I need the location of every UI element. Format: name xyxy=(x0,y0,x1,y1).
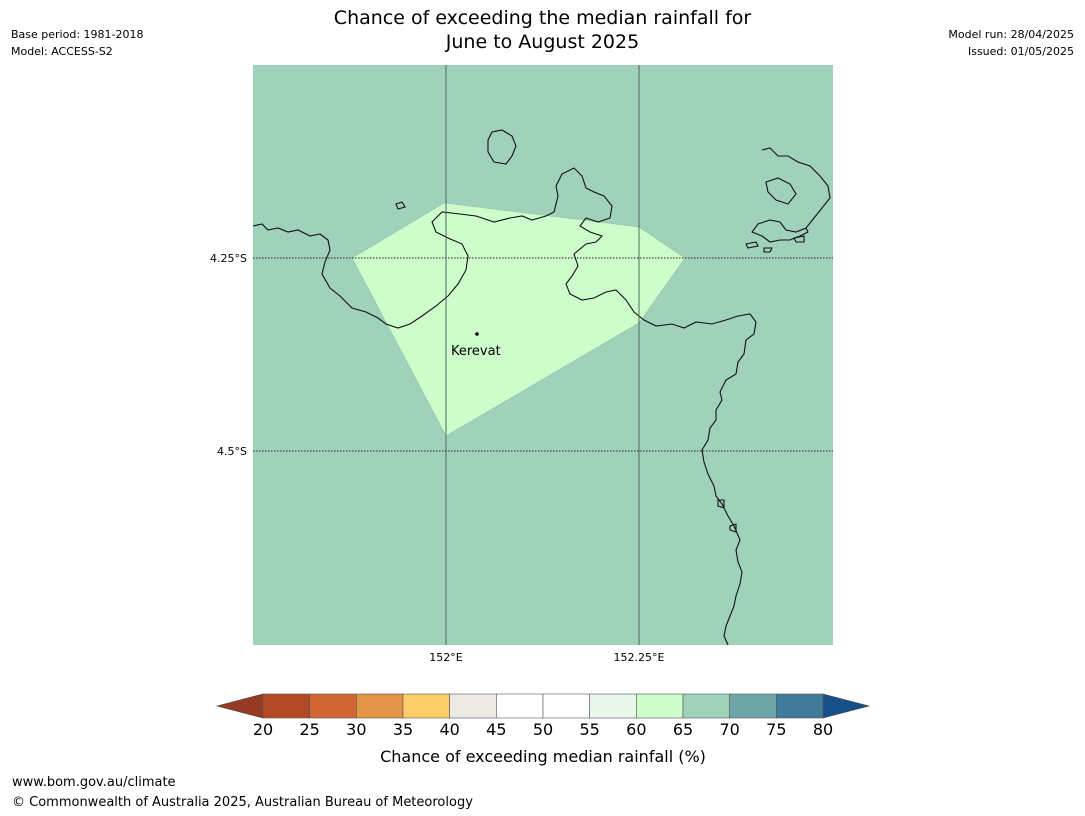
lat-tick-4-5: 4.5°S xyxy=(217,445,247,458)
colorbar-swatch xyxy=(589,693,637,719)
colorbar-tick-label: 20 xyxy=(253,720,273,739)
title-line-1: Chance of exceeding the median rainfall … xyxy=(333,7,752,29)
lat-tick-4-25: 4.25°S xyxy=(210,252,247,265)
islet-small xyxy=(395,201,406,210)
islet-east-1 xyxy=(717,499,725,509)
colorbar-swatch xyxy=(542,693,590,719)
colorbar-swatch xyxy=(309,693,357,719)
island-north xyxy=(487,129,517,165)
colorbar-swatch xyxy=(356,693,404,719)
colorbar-swatch xyxy=(729,693,777,719)
lon-tick-152-25: 152.25°E xyxy=(614,651,665,664)
colorbar-tick-label: 45 xyxy=(486,720,506,739)
colorbar-tick-label: 40 xyxy=(439,720,459,739)
colorbar-swatch xyxy=(776,693,824,719)
colorbar-tick-label: 70 xyxy=(719,720,739,739)
islet-ne-1 xyxy=(745,241,759,249)
colorbar-swatch xyxy=(402,693,450,719)
colorbar-tick-label: 80 xyxy=(813,720,833,739)
colorbar: 20 25 30 35 40 45 50 55 60 65 70 75 80 xyxy=(215,693,871,739)
colorbar-swatch xyxy=(636,693,684,719)
colorbar-tick-label: 65 xyxy=(673,720,693,739)
colorbar-swatch xyxy=(262,693,310,719)
colorbar-tick-label: 60 xyxy=(626,720,646,739)
footer-copyright: © Commonwealth of Australia 2025, Austra… xyxy=(12,795,473,810)
colorbar-tick-label: 55 xyxy=(579,720,599,739)
colorbar-label: Chance of exceeding median rainfall (%) xyxy=(380,747,706,766)
lon-tick-152: 152°E xyxy=(429,651,462,664)
base-period-text: Base period: 1981-2018 xyxy=(11,28,144,41)
colorbar-tick-label: 75 xyxy=(766,720,786,739)
kerevat-label: Kerevat xyxy=(451,344,501,359)
colorbar-over-arrow xyxy=(822,693,871,719)
coastlines xyxy=(252,129,831,646)
colorbar-under-arrow xyxy=(215,693,264,719)
island-northeast xyxy=(751,147,831,243)
meta-left: Base period: 1981-2018 Model: ACCESS-S2 xyxy=(11,26,143,60)
coastline-west xyxy=(252,167,757,646)
graticule xyxy=(253,65,833,645)
colorbar-tick-label: 25 xyxy=(299,720,319,739)
colorbar-swatch xyxy=(449,693,497,719)
model-text: Model: ACCESS-S2 xyxy=(11,45,113,58)
islet-ne-3 xyxy=(793,235,805,243)
colorbar-tick-label: 35 xyxy=(393,720,413,739)
colorbar-swatch xyxy=(496,693,544,719)
colorbar-tick-label: 30 xyxy=(346,720,366,739)
islet-east-2 xyxy=(729,523,737,533)
islet-ne-4 xyxy=(765,177,797,205)
issued-text: Issued: 01/05/2025 xyxy=(967,45,1074,58)
model-run-text: Model run: 28/04/2025 xyxy=(948,28,1074,41)
islet-ne-2 xyxy=(763,247,773,253)
colorbar-tick-label: 50 xyxy=(533,720,553,739)
kerevat-marker xyxy=(475,332,479,336)
page-title: Chance of exceeding the median rainfall … xyxy=(0,6,1085,54)
footer-url[interactable]: www.bom.gov.au/climate xyxy=(12,775,176,790)
title-line-2: June to August 2025 xyxy=(445,31,640,53)
meta-right: Model run: 28/04/2025 Issued: 01/05/2025 xyxy=(948,26,1074,60)
colorbar-swatch xyxy=(682,693,730,719)
